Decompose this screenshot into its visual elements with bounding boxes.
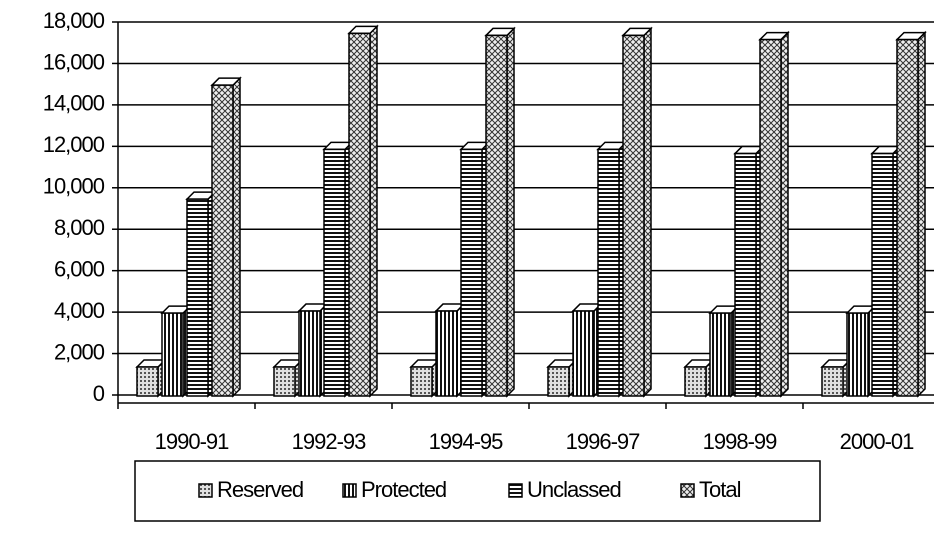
bar <box>871 152 894 397</box>
legend-label: Total <box>699 477 741 502</box>
y-tick-label: 10,000 <box>43 174 105 199</box>
bar <box>323 148 346 397</box>
bar <box>821 366 844 397</box>
legend-box <box>134 460 821 522</box>
bar <box>572 310 595 397</box>
bar <box>460 148 483 397</box>
bar <box>410 366 433 397</box>
bar <box>186 198 209 397</box>
bar <box>348 32 371 397</box>
x-tick-label: 1998-99 <box>703 429 778 454</box>
x-tick-label: 1996-97 <box>566 429 641 454</box>
y-tick-label: 0 <box>93 381 105 406</box>
legend-swatch <box>680 483 695 498</box>
bar <box>136 366 159 397</box>
bar <box>597 148 620 397</box>
x-tick-label: 1994-95 <box>429 429 504 454</box>
bar-side <box>917 30 926 398</box>
y-tick-label: 8,000 <box>54 215 105 240</box>
y-tick-label: 18,000 <box>43 8 105 33</box>
legend-label: Unclassed <box>527 477 621 502</box>
y-tick-label: 2,000 <box>54 339 105 364</box>
y-tick-label: 14,000 <box>43 91 105 116</box>
bar <box>273 366 296 397</box>
bar-side <box>780 30 789 398</box>
bar <box>759 38 782 397</box>
legend-swatch <box>342 483 357 498</box>
legend-swatch <box>508 483 523 498</box>
bar <box>896 38 919 397</box>
legend-label: Reserved <box>217 477 303 502</box>
y-tick-label: 12,000 <box>43 132 105 157</box>
x-tick-label: 1990-91 <box>155 429 230 454</box>
bar <box>846 312 869 397</box>
y-tick-label: 4,000 <box>54 298 105 323</box>
y-tick-label: 6,000 <box>54 256 105 281</box>
y-tick-label: 16,000 <box>43 49 105 74</box>
bar-side <box>643 26 652 398</box>
bar <box>161 312 184 397</box>
bar <box>547 366 570 397</box>
bar <box>435 310 458 397</box>
bar <box>684 366 707 397</box>
legend-swatch <box>198 483 213 498</box>
bar <box>211 84 234 397</box>
legend-label: Protected <box>361 477 446 502</box>
bar <box>622 34 645 397</box>
bar-side <box>506 26 515 398</box>
x-tick-label: 1992-93 <box>292 429 367 454</box>
bar <box>298 310 321 397</box>
bar-side <box>232 76 241 398</box>
bar <box>709 312 732 397</box>
bar <box>485 34 508 397</box>
bar <box>734 152 757 397</box>
bar-side <box>369 24 378 398</box>
x-tick-label: 2000-01 <box>840 429 915 454</box>
